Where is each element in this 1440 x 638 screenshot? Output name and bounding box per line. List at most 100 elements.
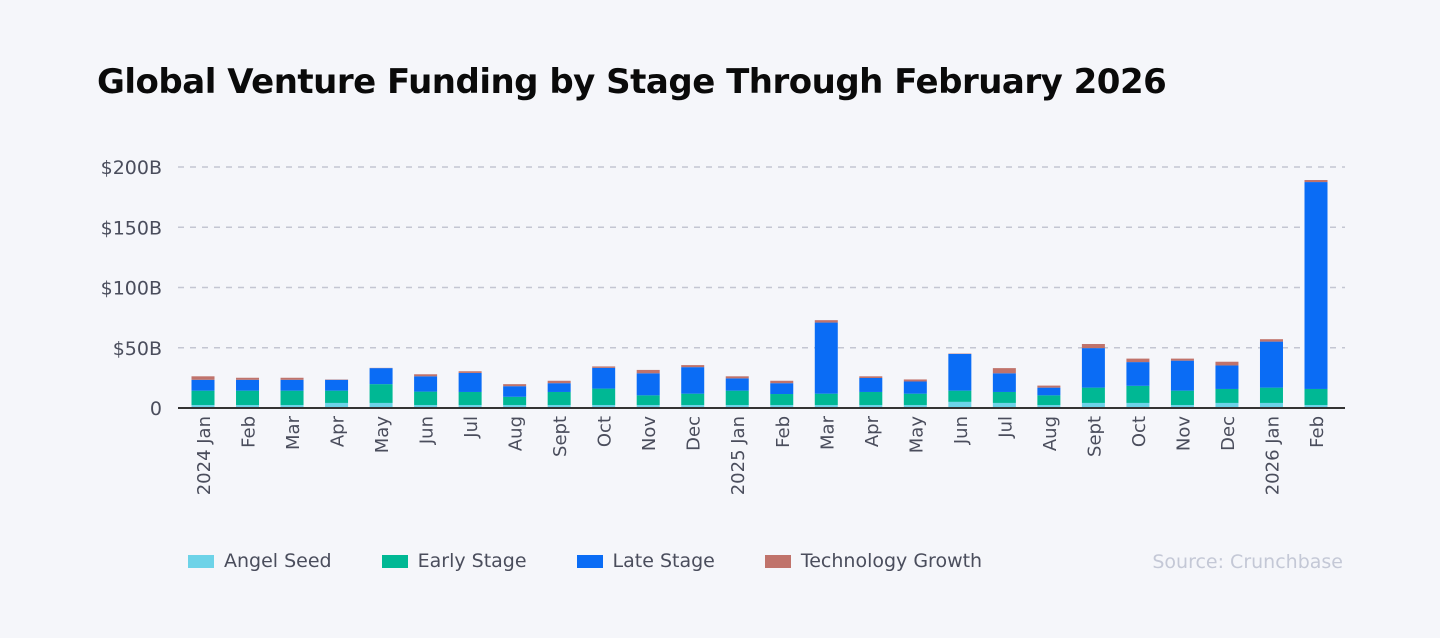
x-tick-label: Apr bbox=[328, 415, 349, 447]
legend-item: Angel Seed bbox=[188, 550, 332, 572]
bar-segment-technology-growth bbox=[681, 365, 705, 368]
bar-segment-angel-seed bbox=[191, 404, 215, 408]
y-tick-label: $200B bbox=[101, 157, 162, 179]
legend-item: Technology Growth bbox=[764, 550, 983, 572]
bar-segment-angel-seed bbox=[636, 404, 660, 408]
bar-segment-late-stage bbox=[1215, 365, 1239, 389]
bar-segment-angel-seed bbox=[1259, 402, 1283, 408]
bar-segment-late-stage bbox=[1081, 348, 1105, 388]
bar-segment-early-stage bbox=[280, 390, 304, 405]
x-tick-label: Aug bbox=[1040, 416, 1061, 451]
bar-segment-late-stage bbox=[1259, 341, 1283, 388]
bar-segment-technology-growth bbox=[859, 376, 883, 378]
bar-segment-technology-growth bbox=[770, 380, 794, 384]
legend-label: Angel Seed bbox=[224, 550, 332, 572]
bar-segment-technology-growth bbox=[1126, 358, 1150, 363]
bar-segment-angel-seed bbox=[1215, 402, 1239, 408]
x-tick-label: Nov bbox=[639, 416, 660, 451]
bar-segment-technology-growth bbox=[280, 377, 304, 380]
bar-segment-late-stage bbox=[1170, 360, 1194, 391]
bar-segment-late-stage bbox=[503, 386, 527, 397]
bar-segment-early-stage bbox=[1170, 390, 1194, 405]
x-tick-label: Feb bbox=[239, 416, 260, 448]
bar-segment-early-stage bbox=[1126, 385, 1150, 403]
bar-segment-late-stage bbox=[770, 383, 794, 395]
x-tick-label: Nov bbox=[1173, 416, 1194, 451]
x-tick-label: Aug bbox=[506, 416, 527, 451]
legend-swatch bbox=[381, 554, 408, 568]
legend-item: Early Stage bbox=[381, 550, 527, 572]
bar-segment-technology-growth bbox=[503, 384, 527, 387]
bar-segment-early-stage bbox=[592, 388, 616, 405]
legend-swatch bbox=[188, 554, 214, 568]
bar-segment-technology-growth bbox=[725, 376, 749, 379]
bar-segment-angel-seed bbox=[325, 402, 349, 408]
bar-segment-angel-seed bbox=[547, 404, 571, 408]
bar-segment-late-stage bbox=[681, 367, 705, 394]
legend-swatch bbox=[576, 554, 603, 568]
bar-segment-angel-seed bbox=[1304, 404, 1328, 408]
legend: Angel Seed Early Stage Late Stage Technolog… bbox=[188, 550, 1032, 572]
bar-segment-late-stage bbox=[1304, 182, 1328, 389]
bar-segment-technology-growth bbox=[547, 380, 571, 384]
bar-segment-technology-growth bbox=[1215, 361, 1239, 366]
bar-segment-technology-growth bbox=[1304, 180, 1328, 183]
bar-segment-early-stage bbox=[1304, 388, 1328, 405]
bar-segment-angel-seed bbox=[681, 404, 705, 408]
bar-segment-late-stage bbox=[547, 383, 571, 392]
chart-title: Global Venture Funding by Stage Through … bbox=[97, 62, 1167, 102]
bar-segment-early-stage bbox=[1259, 387, 1283, 403]
x-tick-label: Jun bbox=[951, 416, 972, 445]
bar-segment-technology-growth bbox=[636, 369, 660, 374]
bar-segment-angel-seed bbox=[236, 404, 260, 408]
legend-label: Late Stage bbox=[612, 550, 715, 572]
bar-segment-angel-seed bbox=[859, 404, 883, 408]
x-tick-label: Oct bbox=[1129, 416, 1150, 447]
x-tick-label: Feb bbox=[1307, 416, 1328, 448]
bar-segment-technology-growth bbox=[414, 374, 438, 377]
legend-label: Technology Growth bbox=[800, 550, 983, 572]
bar-segment-early-stage bbox=[236, 390, 260, 405]
x-tick-label: 2025 Jan bbox=[728, 416, 749, 495]
bar-segment-angel-seed bbox=[903, 404, 927, 408]
x-tick-label: 2024 Jan bbox=[194, 416, 215, 495]
bar-segment-late-stage bbox=[725, 378, 749, 391]
legend-label: Early Stage bbox=[417, 550, 527, 572]
bar-segment-late-stage bbox=[592, 367, 616, 389]
bar-segment-angel-seed bbox=[369, 402, 393, 408]
bar-segment-early-stage bbox=[369, 384, 393, 403]
x-tick-label: Jul bbox=[995, 416, 1016, 439]
x-tick-label: Sept bbox=[550, 416, 571, 457]
bar-segment-late-stage bbox=[236, 379, 260, 391]
bar-segment-technology-growth bbox=[1170, 358, 1194, 361]
bar-segment-angel-seed bbox=[1126, 402, 1150, 408]
y-tick-label: $100B bbox=[101, 278, 162, 300]
bar-segment-late-stage bbox=[636, 373, 660, 396]
bar-segment-early-stage bbox=[681, 393, 705, 405]
bar-segment-angel-seed bbox=[458, 404, 482, 408]
bar-segment-early-stage bbox=[414, 391, 438, 405]
bar-segment-angel-seed bbox=[414, 404, 438, 408]
bar-segment-angel-seed bbox=[725, 404, 749, 408]
x-tick-label: Dec bbox=[1218, 416, 1239, 451]
legend-item: Late Stage bbox=[576, 550, 715, 572]
x-tick-label: May bbox=[372, 416, 393, 454]
bar-segment-technology-growth bbox=[903, 379, 927, 382]
bar-segment-angel-seed bbox=[992, 402, 1016, 408]
y-tick-label: 0 bbox=[150, 398, 162, 420]
bar-segment-angel-seed bbox=[948, 401, 972, 408]
bar-segment-technology-growth bbox=[458, 371, 482, 373]
bar-segment-angel-seed bbox=[770, 404, 794, 408]
x-tick-label: 2026 Jan bbox=[1262, 416, 1283, 495]
bar-segment-early-stage bbox=[503, 396, 527, 405]
bar-segment-late-stage bbox=[1126, 362, 1150, 386]
x-tick-label: Jun bbox=[417, 416, 438, 445]
bar-segment-late-stage bbox=[992, 373, 1016, 392]
bar-segment-late-stage bbox=[458, 372, 482, 392]
x-tick-label: Mar bbox=[817, 415, 838, 450]
bar-segment-early-stage bbox=[859, 391, 883, 405]
bar-segment-late-stage bbox=[903, 381, 927, 394]
bar-segment-late-stage bbox=[414, 376, 438, 392]
bar-segment-early-stage bbox=[992, 391, 1016, 403]
